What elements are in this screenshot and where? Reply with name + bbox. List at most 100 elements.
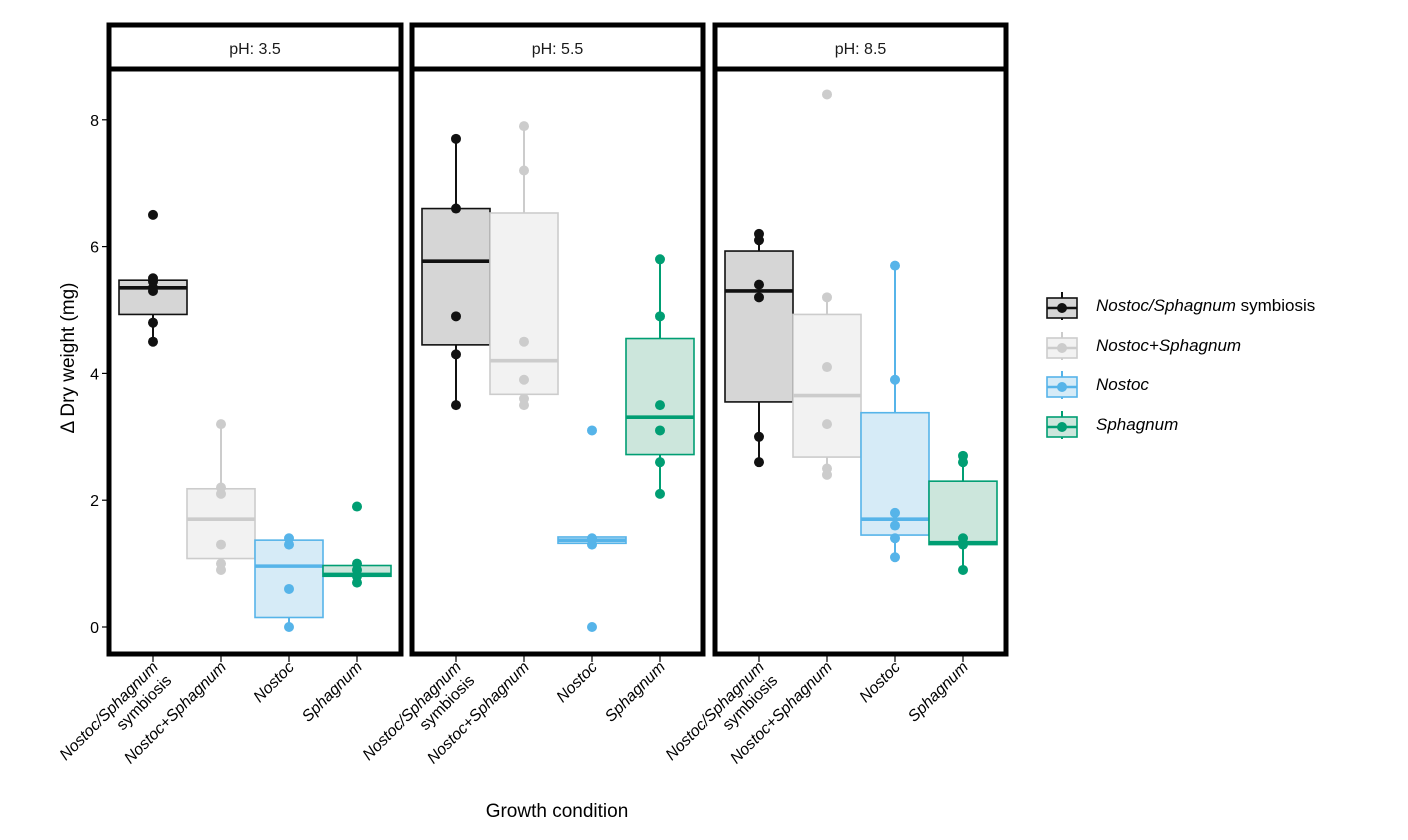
data-point (216, 558, 226, 569)
box-iqr (792, 313, 862, 458)
data-point (890, 260, 900, 271)
data-point (890, 552, 900, 563)
legend-key (1046, 410, 1078, 439)
legend-label: Nostoc (1096, 375, 1149, 395)
y-axis-label: Δ Dry weight (mg) (58, 283, 79, 434)
box-nos (254, 533, 324, 632)
box-iqr (421, 207, 491, 346)
data-point (587, 533, 597, 544)
data-point (890, 520, 900, 531)
x-tick-label: Nostoc (251, 659, 298, 706)
data-point (958, 450, 968, 461)
legend-key (1046, 292, 1078, 320)
data-point (655, 254, 665, 265)
data-point (655, 488, 665, 499)
box-sym (118, 209, 188, 347)
data-point (148, 209, 158, 220)
legend-key (1046, 331, 1078, 360)
y-tick-label: 2 (90, 493, 99, 510)
legend-key-point (1057, 303, 1067, 313)
box-nos (860, 260, 930, 563)
panel-frame (712, 66, 1009, 657)
data-point (451, 400, 461, 411)
legend-label-italic: Nostoc+Sphagnum (1096, 335, 1242, 355)
data-point (754, 457, 764, 468)
panel-2: pH: 5.5Nostoc/SphagnumsymbiosisNostoc+Sp… (360, 22, 706, 767)
data-point (451, 203, 461, 214)
box-sph (322, 501, 392, 588)
data-point (284, 622, 294, 632)
box-plus (792, 89, 862, 480)
data-point (822, 463, 832, 474)
x-tick-label: Nostoc (554, 659, 601, 706)
legend-key-point (1057, 342, 1067, 353)
panel-title: pH: 8.5 (835, 41, 887, 58)
x-tick-label: Sphagnum (905, 659, 972, 726)
data-point (754, 228, 764, 239)
data-point (754, 292, 764, 303)
legend-label: Nostoc+Sphagnum (1096, 336, 1241, 356)
y-tick-label: 0 (90, 620, 99, 637)
data-point (958, 533, 968, 544)
data-point (284, 533, 294, 544)
x-tick-label: Sphagnum (299, 659, 366, 726)
box-iqr (254, 539, 324, 619)
data-point (754, 279, 764, 290)
data-point (655, 425, 665, 436)
x-tick-label: Nostoc (857, 659, 904, 706)
data-point (451, 133, 461, 144)
data-point (352, 501, 362, 512)
panel-frame (106, 66, 404, 657)
data-point (216, 482, 226, 493)
data-point (216, 539, 226, 550)
data-point (519, 336, 529, 347)
data-point (890, 374, 900, 385)
legend-key-point (1057, 421, 1067, 432)
data-point (519, 121, 529, 132)
box-iqr (724, 250, 794, 403)
data-point (451, 311, 461, 322)
y-tick-label: 4 (90, 366, 99, 383)
data-point (519, 165, 529, 176)
panel-strip (409, 22, 706, 72)
box-sym (421, 133, 491, 411)
data-point (754, 431, 764, 442)
box-sph (928, 450, 998, 575)
data-point (890, 533, 900, 544)
panel-strip (712, 22, 1009, 72)
panel-1: pH: 3.5Nostoc/SphagnumsymbiosisNostoc+Sp… (57, 22, 404, 767)
box-iqr (625, 337, 695, 456)
y-tick-label: 6 (90, 240, 99, 257)
data-point (216, 419, 226, 430)
legend-label: Sphagnum (1096, 415, 1178, 435)
data-point (352, 558, 362, 569)
box-plus (186, 419, 256, 575)
data-point (890, 507, 900, 518)
panel-title: pH: 5.5 (532, 41, 584, 58)
data-point (519, 393, 529, 404)
box-nos (557, 425, 627, 632)
x-tick-label: Sphagnum (602, 659, 669, 726)
data-point (822, 362, 832, 373)
box-plus (489, 121, 559, 411)
data-point (148, 336, 158, 347)
box-iqr (489, 212, 559, 396)
legend-label-italic: Sphagnum (1096, 414, 1179, 434)
data-point (148, 273, 158, 284)
data-point (822, 89, 832, 100)
box-sym (724, 228, 794, 468)
panel-strip (106, 22, 404, 72)
panel-title: pH: 3.5 (229, 41, 281, 58)
legend-label: Nostoc/Sphagnum symbiosis (1096, 296, 1315, 316)
y-tick-label: 8 (90, 113, 99, 130)
panel-3: pH: 8.5Nostoc/SphagnumsymbiosisNostoc+Sp… (663, 22, 1009, 767)
data-point (451, 349, 461, 360)
data-point (958, 564, 968, 575)
data-point (822, 292, 832, 303)
legend-label-italic: Nostoc (1096, 375, 1149, 394)
data-point (587, 425, 597, 436)
x-axis-label: Growth condition (486, 801, 629, 822)
legend-key-point (1057, 382, 1067, 392)
data-point (822, 419, 832, 430)
